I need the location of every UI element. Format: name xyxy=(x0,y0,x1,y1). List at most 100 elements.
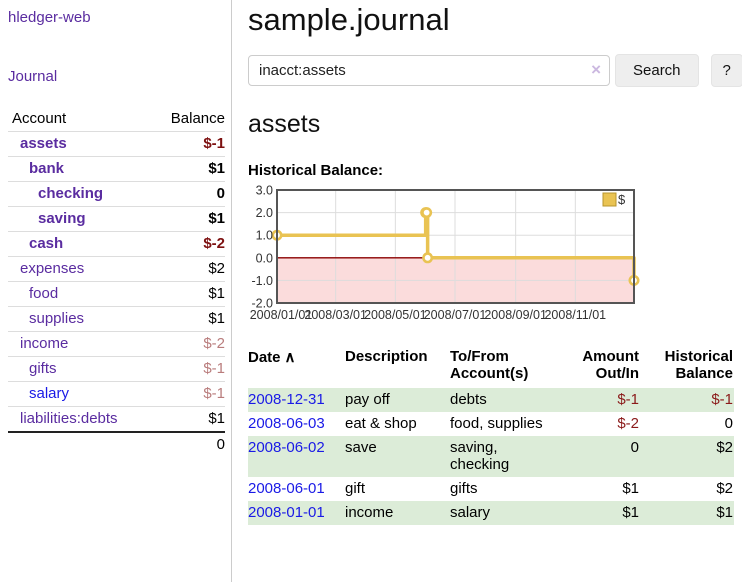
transaction-balance: 0 xyxy=(724,415,733,432)
account-link[interactable]: expenses xyxy=(20,260,85,277)
transaction-description: pay off xyxy=(345,391,390,408)
y-tick-label: 1.0 xyxy=(256,229,273,243)
transaction-accounts: gifts xyxy=(450,480,478,497)
transaction-row: 2008-06-01 gift gifts $1 $2 xyxy=(248,477,734,501)
accounts-header-balance: Balance xyxy=(149,107,225,132)
account-balance: $1 xyxy=(149,206,225,232)
account-balance: $-2 xyxy=(149,231,225,257)
x-tick-label: 2008/03/01 xyxy=(304,308,367,322)
x-tick-label: 2008/01/01 xyxy=(250,308,313,322)
search-button[interactable]: Search xyxy=(615,54,699,87)
journal-header-date[interactable]: Date ∧ xyxy=(248,349,296,366)
journal-table: Date ∧ Description To/From Account(s) Amo… xyxy=(248,346,734,525)
help-button[interactable]: ? xyxy=(710,54,742,87)
transaction-description: eat & shop xyxy=(345,415,417,432)
sidebar: hledger-web Journal Account Balance asse… xyxy=(0,0,232,582)
account-balance: $-1 xyxy=(149,381,225,407)
transaction-row: 2008-06-02 save saving, checking 0 $2 xyxy=(248,436,734,477)
x-tick-label: 2008/05/01 xyxy=(364,308,427,322)
account-balance: 0 xyxy=(149,181,225,207)
account-title: assets xyxy=(248,110,321,138)
accounts-table: Account Balance assets $-1 bank $1 checking 0… xyxy=(8,107,225,457)
transaction-amount: 0 xyxy=(630,439,639,456)
journal-header-balance: Historical Balance xyxy=(664,348,733,382)
account-balance: $1 xyxy=(149,306,225,332)
account-link[interactable]: salary xyxy=(29,385,70,402)
account-link[interactable]: assets xyxy=(20,135,67,152)
transaction-accounts: salary xyxy=(450,504,491,521)
x-tick-label: 2008/09/01 xyxy=(484,308,547,322)
transaction-row: 2008-01-01 income salary $1 $1 xyxy=(248,501,734,525)
journal-header-amount: Amount Out/In xyxy=(582,348,639,382)
clear-search-icon[interactable]: × xyxy=(591,60,601,79)
chart-canvas: $3.0 2.0 1.0 0.0 -1.0 -2.02008/01/012008/03/0… xyxy=(250,185,640,322)
y-tick-label: -1.0 xyxy=(251,274,273,288)
y-tick-label: 2.0 xyxy=(256,206,273,220)
account-link[interactable]: gifts xyxy=(29,360,57,377)
y-tick-label: -2.0 xyxy=(251,297,273,311)
account-row: income $-2 xyxy=(8,331,225,357)
transaction-row: 2008-06-03 eat & shop food, supplies $-2 0 xyxy=(248,412,734,436)
transaction-amount: $1 xyxy=(622,480,639,497)
transaction-row: 2008-12-31 pay off debts $-1 $-1 xyxy=(248,388,734,412)
account-row: salary $-1 xyxy=(8,381,225,407)
account-balance: $1 xyxy=(149,406,225,433)
account-row: supplies $1 xyxy=(8,306,225,332)
transaction-accounts: saving, checking xyxy=(450,439,510,473)
account-link[interactable]: saving xyxy=(38,210,86,227)
transaction-accounts: food, supplies xyxy=(450,415,543,432)
transaction-description: gift xyxy=(345,480,366,497)
account-row: cash $-2 xyxy=(8,231,225,257)
account-link[interactable]: checking xyxy=(38,185,104,202)
x-tick-label: 2008/07/01 xyxy=(424,308,487,322)
account-balance: $-1 xyxy=(149,356,225,382)
account-row: expenses $2 xyxy=(8,256,225,282)
account-link[interactable]: income xyxy=(20,335,69,352)
transaction-balance: $2 xyxy=(716,480,733,497)
search-box: × xyxy=(248,55,610,86)
transaction-date-link[interactable]: 2008-06-02 xyxy=(248,439,325,456)
transaction-description: save xyxy=(345,439,377,456)
account-balance: $1 xyxy=(149,156,225,182)
account-link[interactable]: cash xyxy=(29,235,64,252)
transaction-amount: $-1 xyxy=(617,391,639,408)
transaction-balance: $1 xyxy=(716,504,733,521)
transaction-amount: $-2 xyxy=(617,415,639,432)
transaction-date-link[interactable]: 2008-06-01 xyxy=(248,480,325,497)
main-content: sample.journal × Search ? assets Histori… xyxy=(232,0,742,582)
transaction-balance: $-1 xyxy=(711,391,733,408)
search-input[interactable] xyxy=(248,55,610,86)
sidebar-item-journal[interactable]: Journal xyxy=(8,68,58,85)
legend-swatch xyxy=(602,192,617,207)
sort-ascending-icon: ∧ xyxy=(284,349,296,366)
journal-header-row: Date ∧ Description To/From Account(s) Amo… xyxy=(248,346,734,388)
account-row: bank $1 xyxy=(8,156,225,182)
brand-link[interactable]: hledger-web xyxy=(8,9,91,26)
transaction-amount: $1 xyxy=(622,504,639,521)
journal-header-accounts: To/From Account(s) xyxy=(450,348,529,382)
historical-balance-chart: $3.0 2.0 1.0 0.0 -1.0 -2.0 2008/01/01 2008/03/0… xyxy=(248,185,742,325)
account-link[interactable]: bank xyxy=(29,160,65,177)
account-link[interactable]: food xyxy=(29,285,59,302)
account-row: food $1 xyxy=(8,281,225,307)
account-row: liabilities:debts $1 xyxy=(8,406,225,433)
transaction-description: income xyxy=(345,504,394,521)
accounts-total-value: 0 xyxy=(149,431,225,457)
account-balance: $2 xyxy=(149,256,225,282)
search-form: × Search ? xyxy=(248,54,742,87)
transaction-date-link[interactable]: 2008-12-31 xyxy=(248,391,325,408)
transaction-balance: $2 xyxy=(716,439,733,456)
account-balance: $1 xyxy=(149,281,225,307)
account-row: assets $-1 xyxy=(8,131,225,157)
account-link[interactable]: liabilities:debts xyxy=(20,410,118,427)
account-link[interactable]: supplies xyxy=(29,310,85,327)
transaction-date-link[interactable]: 2008-01-01 xyxy=(248,504,325,521)
accounts-header-account: Account xyxy=(8,107,150,132)
chart-label: Historical Balance: xyxy=(248,162,384,179)
account-row: saving $1 xyxy=(8,206,225,232)
y-tick-label: 3.0 xyxy=(256,185,273,198)
transaction-accounts: debts xyxy=(450,391,487,408)
transaction-date-link[interactable]: 2008-06-03 xyxy=(248,415,325,432)
account-row: gifts $-1 xyxy=(8,356,225,382)
x-tick-label: 2008/11/01 xyxy=(544,308,606,322)
